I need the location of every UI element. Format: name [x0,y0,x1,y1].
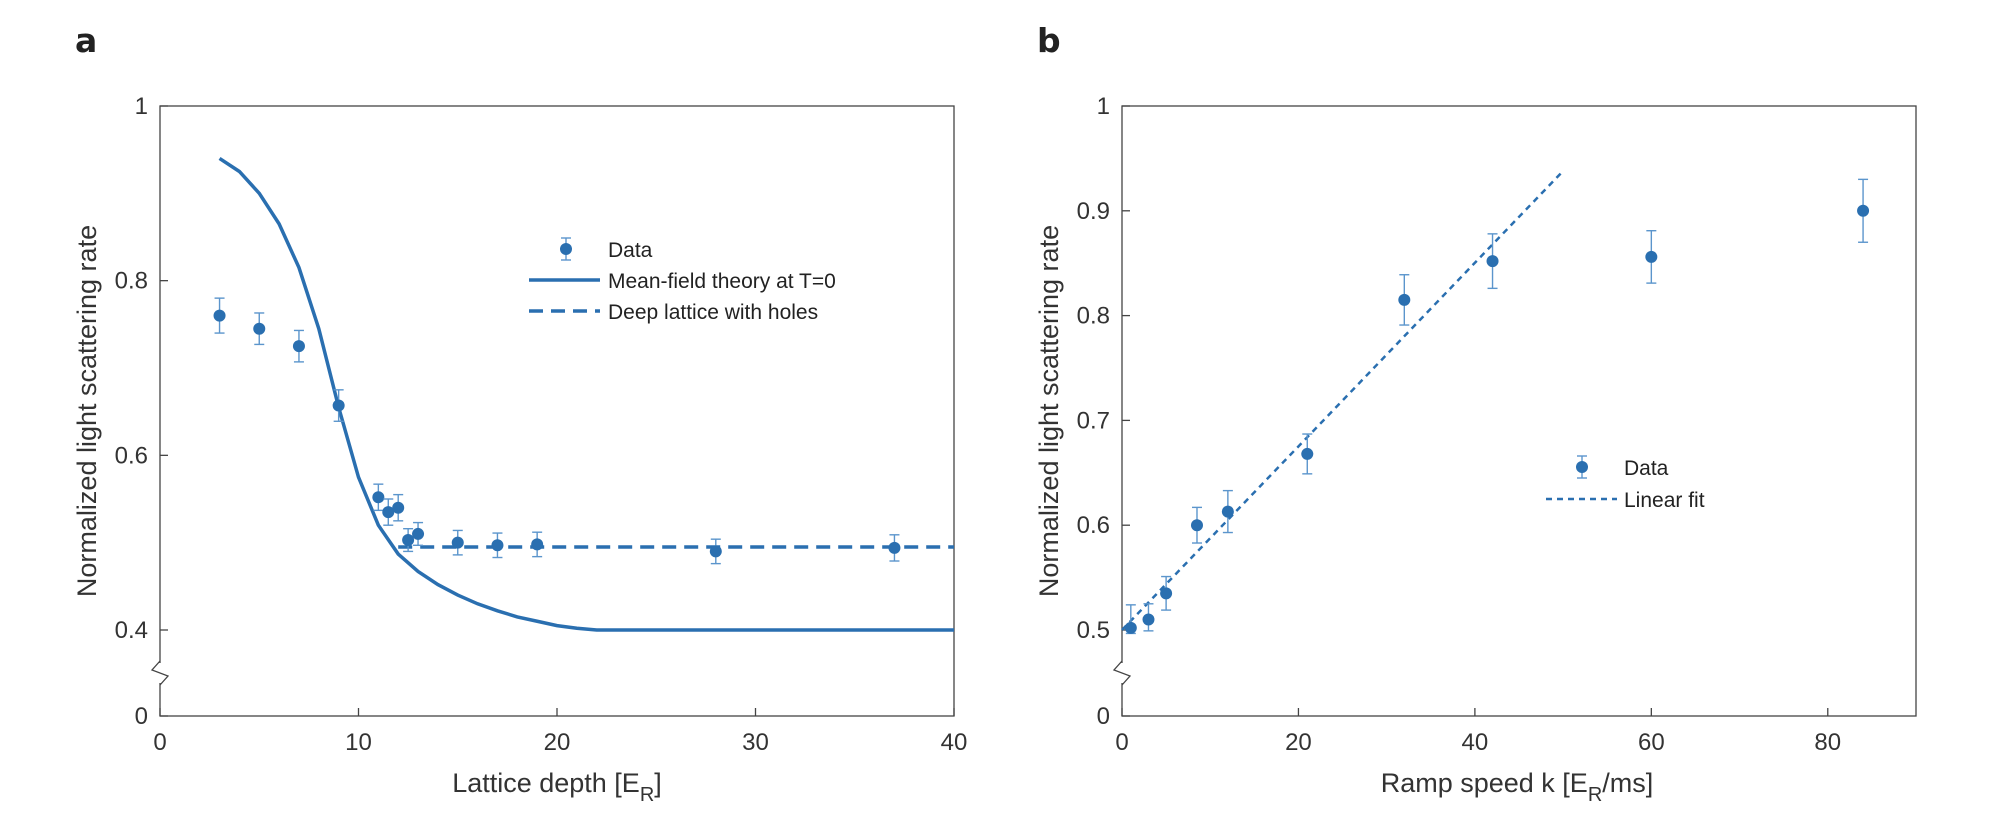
x-tick-label: 40 [941,729,968,756]
panel-b: b 0 20 40 60 80 0 0.5 0.6 0.7 0.8 0.9 1 Ramp speed… [1034,21,1917,806]
legend-deep-lattice-label: Deep lattice with holes [608,301,818,324]
data-point [1301,447,1314,460]
data-point [1645,250,1658,263]
x-tick-label: 80 [1814,729,1841,756]
data-point [213,309,226,322]
x-tick-label: 0 [1115,729,1128,756]
y-tick-label: 0.5 [1077,617,1110,644]
data-point [392,501,405,514]
y-tick-label: 0 [1097,703,1110,730]
series-line [1121,170,1565,631]
x-tick-label: 60 [1638,729,1665,756]
panel-a-x-axis-label: Lattice depth [ER] [452,768,662,806]
legend-data-marker [560,243,572,255]
panel-a: a 0 10 20 30 40 0 0.4 0.6 0.8 1 Lattice depth [E… [72,21,967,806]
x-tick-label: 20 [544,729,571,756]
y-tick-label: 1 [1097,93,1110,120]
data-point [888,541,901,554]
panel-b-y-ticks: 0 0.5 0.6 0.7 0.8 0.9 1 [1077,93,1130,730]
data-point [382,506,395,519]
data-point [1160,587,1173,600]
data-point [451,536,464,549]
panel-b-series [1121,170,1870,635]
data-point [402,534,415,547]
x-tick-label: 30 [742,729,769,756]
legend-data-marker [1576,461,1588,473]
panel-a-series [213,156,954,632]
data-point [332,399,345,412]
axis-break-zigzag [1112,660,1132,686]
data-point [253,322,266,335]
panel-b-y-axis-label: Normalized light scattering rate [1034,225,1064,597]
y-tick-label: 0.7 [1077,407,1110,434]
panel-b-x-axis-label: Ramp speed k [ER/ms] [1381,768,1654,806]
y-tick-label: 0 [135,703,148,730]
y-tick-label: 0.9 [1077,198,1110,225]
data-point [491,539,504,552]
panel-a-x-ticks: 0 10 20 30 40 [153,708,967,756]
legend-linear-fit-label: Linear fit [1624,489,1705,512]
panel-b-legend: Data Linear fit [1546,455,1705,512]
panel-b-axis-break [1112,660,1132,686]
series-line [218,156,954,632]
legend-mean-field-label: Mean-field theory at T=0 [608,270,836,293]
data-point [1857,204,1870,217]
data-point [1124,621,1137,634]
panel-a-y-ticks: 0 0.4 0.6 0.8 1 [115,93,168,730]
panel-a-axis-break [150,660,170,686]
y-tick-label: 0.6 [1077,512,1110,539]
panel-a-y-axis-label: Normalized light scattering rate [72,225,102,597]
panel-a-letter: a [75,21,97,60]
y-tick-label: 0.6 [115,442,148,469]
x-tick-label: 40 [1462,729,1489,756]
data-point [709,545,722,558]
x-tick-label: 0 [153,729,166,756]
data-point [1398,293,1411,306]
data-point [1221,505,1234,518]
axis-break-zigzag [150,660,170,686]
legend-data-label: Data [608,239,653,262]
panel-a-legend: Data Mean-field theory at T=0 Deep latti… [529,237,836,324]
panel-b-letter: b [1037,21,1061,60]
x-tick-label: 10 [345,729,372,756]
panel-b-plot-frame [1121,105,1917,717]
y-tick-label: 0.8 [115,268,148,295]
data-point [292,340,305,353]
data-point [531,538,544,551]
data-point [412,527,425,540]
data-point [372,491,385,504]
y-tick-label: 0.4 [115,617,148,644]
data-point [1486,255,1499,268]
legend-data-label: Data [1624,457,1669,480]
y-tick-label: 0.8 [1077,303,1110,330]
y-tick-label: 1 [135,93,148,120]
x-tick-label: 20 [1285,729,1312,756]
data-point [1190,519,1203,532]
panel-b-x-ticks: 0 20 40 60 80 [1115,708,1841,756]
data-point [1142,613,1155,626]
